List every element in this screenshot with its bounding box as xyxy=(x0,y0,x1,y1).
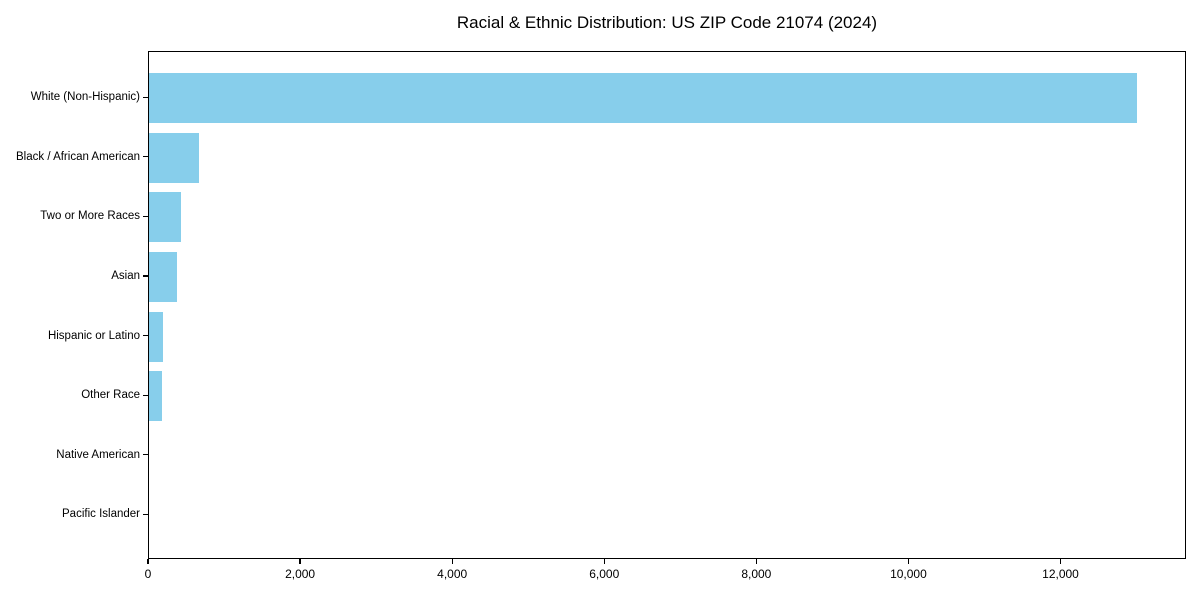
y-tick-mark xyxy=(143,96,148,98)
y-tick-mark xyxy=(143,215,148,218)
bar-black-african-american xyxy=(149,132,200,183)
x-tick-label: 6,000 xyxy=(589,567,620,581)
bar-asian xyxy=(149,252,177,302)
y-tick-label: Black / African American xyxy=(16,150,140,163)
x-tick-mark xyxy=(451,559,453,564)
x-tick-label: 8,000 xyxy=(741,567,772,581)
x-tick-label: 12,000 xyxy=(1042,567,1079,581)
y-tick-mark xyxy=(143,275,148,277)
y-tick-label: Other Race xyxy=(81,389,140,402)
x-tick-label: 4,000 xyxy=(437,567,468,581)
y-tick-mark xyxy=(143,513,148,515)
y-tick-mark xyxy=(143,156,148,158)
x-tick-label: 2,000 xyxy=(285,567,316,581)
y-tick-mark xyxy=(143,394,148,396)
x-tick-mark xyxy=(603,559,605,564)
bar-white-non-hispanic xyxy=(149,73,1137,124)
chart-title: Racial & Ethnic Distribution: US ZIP Cod… xyxy=(456,13,878,32)
plot-area xyxy=(148,51,1186,559)
y-tick-label: Hispanic or Latino xyxy=(47,329,140,342)
bar-two-or-more-races xyxy=(149,192,181,243)
y-tick-label: Two or More Races xyxy=(40,210,140,223)
x-tick-mark xyxy=(907,559,910,564)
bar-other-race xyxy=(149,371,162,422)
bar-hispanic-or-latino xyxy=(149,311,163,362)
x-tick-mark xyxy=(1059,559,1062,564)
x-tick-mark xyxy=(755,559,757,564)
y-tick-label: Asian xyxy=(111,270,140,282)
x-tick-mark xyxy=(147,559,149,564)
x-tick-mark xyxy=(299,559,301,564)
x-tick-label: 0 xyxy=(144,567,152,581)
y-tick-label: Pacific Islander xyxy=(62,508,140,521)
y-tick-mark xyxy=(143,334,148,337)
y-tick-label: White (Non-Hispanic) xyxy=(30,91,140,104)
y-tick-label: Native American xyxy=(56,448,140,461)
x-tick-label: 10,000 xyxy=(890,567,927,581)
y-tick-mark xyxy=(143,454,148,456)
